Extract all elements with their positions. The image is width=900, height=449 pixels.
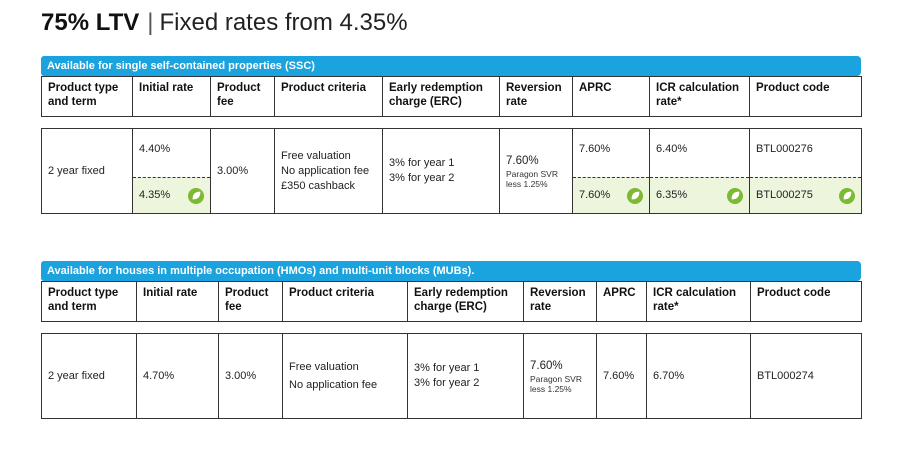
leaf-icon	[839, 187, 855, 204]
erc-year-1: 3% for year 1	[389, 157, 455, 169]
table-header-row: Product type and term Initial rate Produ…	[41, 76, 862, 117]
erc-cell: 3% for year 1 3% for year 2	[407, 333, 524, 419]
product-code-cell: BTL000276 BTL000275	[749, 128, 862, 214]
table-row: 2 year fixed 4.40% 4.35% 3.00% Free valu…	[41, 128, 862, 214]
green-variant: 6.35%	[650, 177, 749, 213]
col-product-type: Product type and term	[41, 76, 133, 117]
reversion-note: Paragon SVR	[530, 373, 582, 384]
initial-rate-value: 4.40%	[139, 143, 171, 155]
reversion-cell: 7.60% Paragon SVR less 1.25%	[499, 128, 573, 214]
product-code: BTL000275	[756, 189, 813, 201]
product-fee: 3.00%	[218, 333, 283, 419]
aprc-cell: 7.60% 7.60%	[572, 128, 650, 214]
product-fee: 3.00%	[210, 128, 275, 214]
title-subtitle: Fixed rates from 4.35%	[159, 9, 408, 36]
reversion-cell: 7.60% Paragon SVR less 1.25%	[523, 333, 597, 419]
col-icr: ICR calculation rate*	[646, 281, 751, 322]
product-criteria: Free valuation No application fee £350 c…	[274, 128, 383, 214]
aprc-value: 7.60%	[579, 189, 611, 201]
table-header-row: Product type and term Initial rate Produ…	[41, 281, 862, 322]
col-erc: Early redemption charge (ERC)	[407, 281, 524, 322]
col-icr: ICR calculation rate*	[649, 76, 750, 117]
hmo-banner: Available for houses in multiple occupat…	[41, 261, 861, 281]
product-code: BTL000276	[756, 143, 813, 155]
col-product-code: Product code	[750, 281, 862, 322]
icr-value: 6.35%	[656, 189, 688, 201]
leaf-icon	[727, 187, 743, 204]
col-reversion-rate: Reversion rate	[523, 281, 597, 322]
col-erc: Early redemption charge (ERC)	[382, 76, 500, 117]
criteria-item: Free valuation	[281, 149, 351, 162]
leaf-icon	[188, 187, 204, 204]
criteria-item: £350 cashback	[281, 179, 355, 192]
aprc-value: 7.60%	[579, 143, 611, 155]
erc-year-2: 3% for year 2	[389, 172, 455, 184]
product-criteria: Free valuation No application fee	[282, 333, 408, 419]
reversion-rate: 7.60%	[506, 154, 539, 167]
criteria-item: No application fee	[289, 379, 378, 391]
ssc-rates-table: Product type and term Initial rate Produ…	[41, 76, 862, 214]
green-variant: BTL000275	[750, 177, 861, 213]
ssc-banner: Available for single self-contained prop…	[41, 56, 861, 76]
initial-rate-value: 4.35%	[139, 189, 171, 201]
title-separator: |	[147, 9, 154, 36]
icr-value: 6.70%	[646, 333, 751, 419]
icr-value: 6.40%	[656, 143, 688, 155]
col-product-criteria: Product criteria	[274, 76, 383, 117]
col-product-criteria: Product criteria	[282, 281, 408, 322]
hmo-section: Available for houses in multiple occupat…	[41, 261, 862, 419]
initial-rate-value: 4.70%	[136, 333, 219, 419]
erc-year-2: 3% for year 2	[414, 377, 480, 389]
aprc-value: 7.60%	[596, 333, 647, 419]
initial-rate-cell: 4.40% 4.35%	[132, 128, 211, 214]
col-reversion-rate: Reversion rate	[499, 76, 573, 117]
reversion-note: Paragon SVR	[506, 168, 558, 179]
hmo-rates-table: Product type and term Initial rate Produ…	[41, 281, 862, 419]
col-initial-rate: Initial rate	[132, 76, 211, 117]
ltv-label: 75% LTV	[41, 9, 140, 36]
reversion-note: less 1.25%	[506, 178, 548, 189]
erc-cell: 3% for year 1 3% for year 2	[382, 128, 500, 214]
icr-cell: 6.40% 6.35%	[649, 128, 750, 214]
col-product-fee: Product fee	[218, 281, 283, 322]
product-term: 2 year fixed	[41, 333, 137, 419]
green-variant: 4.35%	[133, 177, 210, 213]
col-product-fee: Product fee	[210, 76, 275, 117]
reversion-rate: 7.60%	[530, 359, 563, 372]
col-initial-rate: Initial rate	[136, 281, 219, 322]
page-title: 75% LTV | Fixed rates from 4.35%	[41, 8, 408, 38]
leaf-icon	[627, 187, 643, 204]
criteria-item: Free valuation	[289, 361, 359, 373]
table-row: 2 year fixed 4.70% 3.00% Free valuation …	[41, 333, 862, 419]
col-product-type: Product type and term	[41, 281, 137, 322]
product-term: 2 year fixed	[41, 128, 133, 214]
col-aprc: APRC	[596, 281, 647, 322]
col-product-code: Product code	[749, 76, 862, 117]
reversion-note: less 1.25%	[530, 383, 572, 394]
ssc-section: Available for single self-contained prop…	[41, 56, 862, 214]
criteria-item: No application fee	[281, 164, 370, 177]
product-code: BTL000274	[750, 333, 862, 419]
col-aprc: APRC	[572, 76, 650, 117]
erc-year-1: 3% for year 1	[414, 362, 480, 374]
green-variant: 7.60%	[573, 177, 649, 213]
